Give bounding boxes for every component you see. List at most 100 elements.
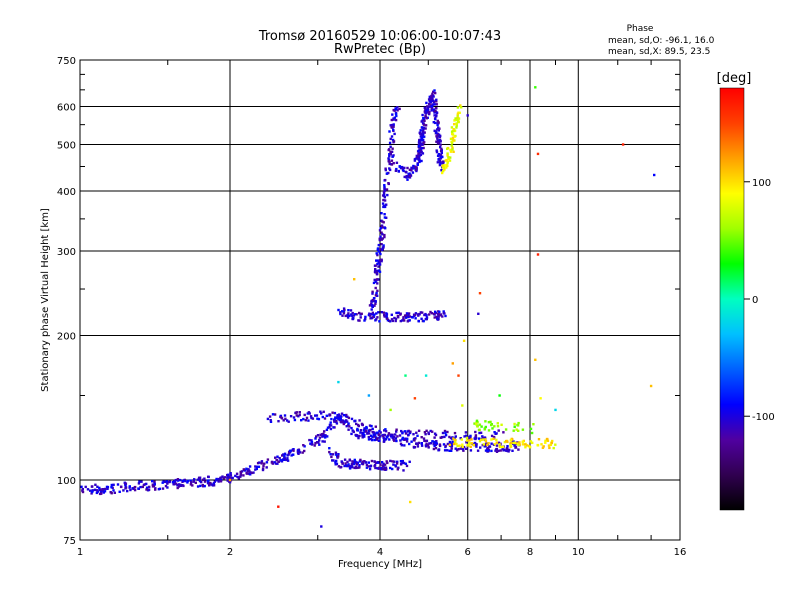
data-point (407, 313, 410, 316)
data-point (474, 434, 478, 437)
data-point (405, 174, 408, 178)
data-point (390, 318, 394, 321)
data-point (360, 312, 363, 315)
data-point (462, 339, 466, 342)
data-point (383, 314, 386, 317)
data-point (364, 461, 368, 464)
data-point (343, 414, 346, 417)
data-point (403, 444, 406, 447)
data-point (277, 420, 280, 423)
data-point (512, 440, 515, 443)
data-point (372, 313, 375, 316)
data-point (86, 488, 90, 491)
data-point (421, 122, 425, 125)
data-point (424, 439, 428, 443)
data-point (341, 420, 345, 424)
data-point (124, 482, 127, 486)
data-point (439, 314, 443, 317)
data-point (438, 136, 442, 139)
data-point (308, 412, 311, 415)
data-point (361, 423, 364, 427)
data-point (240, 470, 244, 473)
data-point (367, 435, 370, 439)
data-point (461, 448, 465, 451)
data-point (394, 169, 398, 172)
data-point (248, 465, 252, 468)
data-point (378, 238, 382, 242)
data-point (451, 141, 454, 144)
data-point (436, 137, 439, 140)
data-point (392, 123, 395, 126)
data-point (274, 456, 277, 459)
data-point (446, 430, 449, 434)
data-point (277, 505, 280, 508)
data-point (489, 420, 492, 424)
data-point (349, 309, 353, 312)
data-point (339, 415, 342, 418)
data-point (439, 162, 442, 165)
data-point (407, 173, 410, 176)
data-point (424, 374, 428, 377)
data-point (390, 123, 394, 127)
data-point (229, 472, 232, 475)
data-point (451, 148, 454, 151)
data-point (161, 487, 165, 490)
data-point (441, 431, 445, 435)
data-point (337, 417, 340, 420)
data-point (388, 162, 391, 166)
data-point (376, 247, 380, 250)
data-point (347, 416, 351, 420)
data-point (212, 482, 216, 485)
data-point (392, 128, 395, 132)
data-point (428, 100, 431, 103)
data-point (377, 433, 380, 436)
data-point (112, 489, 115, 492)
data-point (315, 441, 319, 444)
data-point (118, 490, 121, 493)
data-point (101, 488, 104, 491)
data-point (529, 427, 533, 431)
data-point (432, 108, 436, 111)
data-point (414, 437, 417, 440)
data-point (427, 313, 431, 316)
data-point (474, 435, 477, 439)
data-point (106, 487, 109, 490)
data-point (379, 235, 382, 238)
data-point (419, 148, 422, 151)
data-point (396, 109, 399, 112)
data-point (376, 294, 379, 297)
data-point (495, 447, 498, 451)
data-point (541, 446, 545, 449)
data-point (408, 175, 411, 178)
data-point (239, 475, 242, 478)
data-point (448, 443, 452, 447)
data-point (374, 280, 377, 283)
data-point (207, 479, 210, 482)
data-point (497, 429, 500, 432)
data-point (321, 415, 324, 419)
data-point (440, 151, 443, 154)
data-point (454, 441, 457, 444)
data-point (383, 433, 387, 437)
x-axis-label: Frequency [MHz] (338, 559, 422, 570)
data-point (427, 431, 430, 434)
data-point (287, 420, 290, 423)
data-point (497, 449, 500, 452)
data-point (500, 445, 503, 449)
data-point (450, 442, 453, 445)
data-point (239, 473, 243, 477)
data-point (370, 313, 373, 316)
data-point (442, 166, 446, 169)
data-point (418, 160, 421, 164)
data-point (434, 310, 437, 313)
data-point (128, 485, 131, 488)
data-point (425, 110, 428, 113)
data-point (440, 169, 443, 172)
data-point (550, 441, 553, 445)
data-point (391, 319, 394, 323)
data-point (392, 140, 396, 143)
data-point (371, 290, 374, 293)
data-point (525, 444, 529, 447)
data-point (276, 462, 279, 465)
data-point (546, 437, 549, 441)
